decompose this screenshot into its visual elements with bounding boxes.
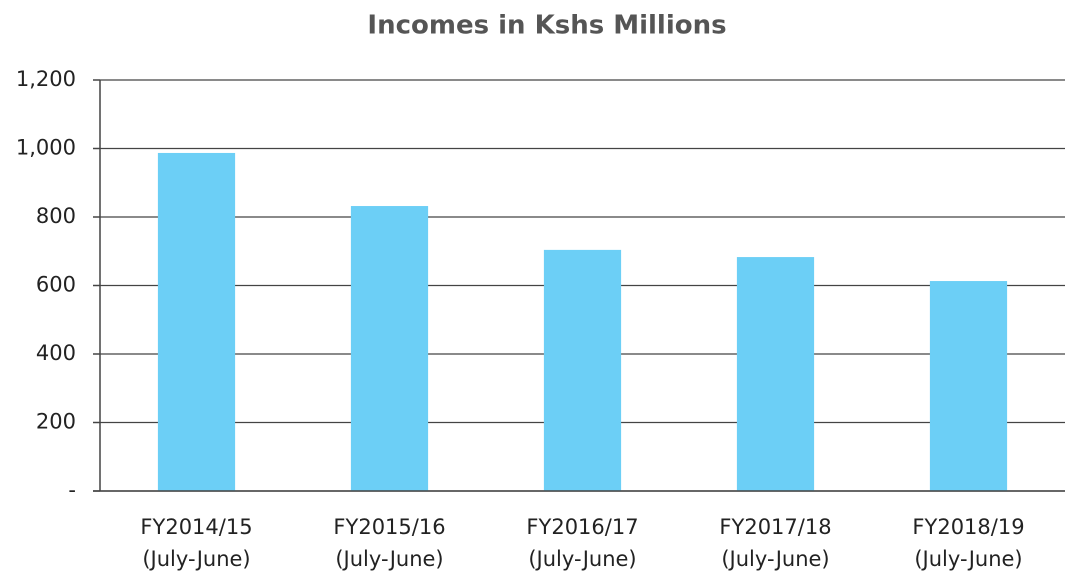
y-tick-label: 800	[36, 204, 76, 228]
y-tick-label: 600	[36, 273, 76, 297]
y-tick-label: -	[68, 478, 76, 502]
y-tick-label: 1,000	[16, 136, 76, 160]
x-tick-label: FY2018/19 (July-June)	[912, 515, 1024, 571]
bar	[736, 257, 815, 491]
x-tick-label: FY2017/18 (July-June)	[719, 515, 831, 571]
bar	[543, 249, 622, 491]
y-tick-label: 200	[36, 410, 76, 434]
bar	[157, 152, 236, 491]
x-tick-label: FY2014/15 (July-June)	[140, 515, 252, 571]
x-tick-label: FY2016/17 (July-June)	[526, 515, 638, 571]
bar	[350, 206, 429, 492]
bar	[929, 281, 1008, 491]
chart-title: Incomes in Kshs Millions	[367, 11, 726, 41]
y-tick-label: 400	[36, 341, 76, 365]
y-tick-label: 1,200	[16, 67, 76, 91]
x-tick-label: FY2015/16 (July-June)	[333, 515, 445, 571]
